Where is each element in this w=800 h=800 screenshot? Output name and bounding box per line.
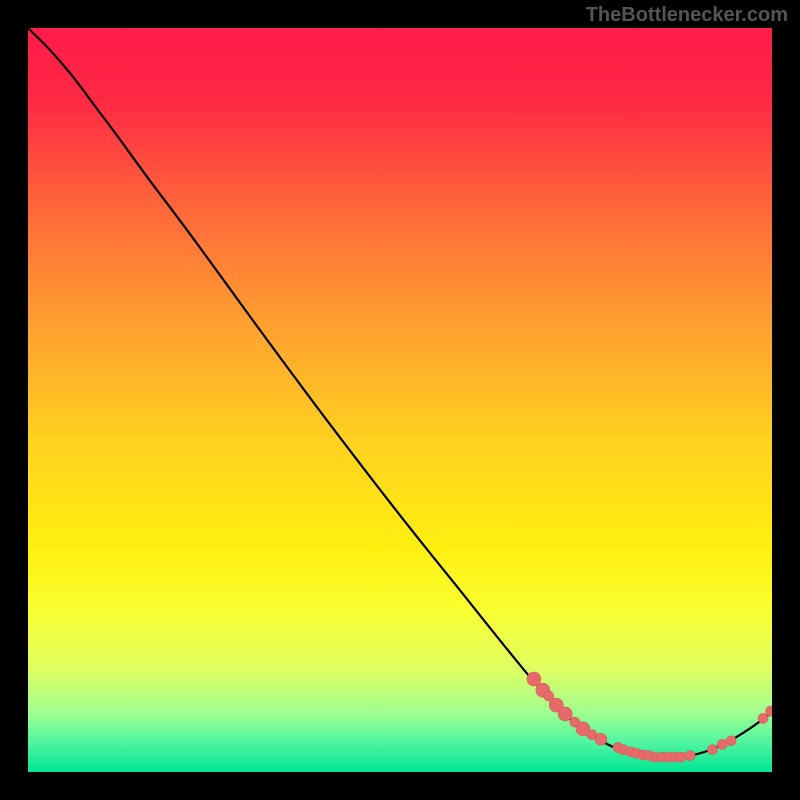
data-point-marker <box>676 752 686 762</box>
watermark-text: TheBottlenecker.com <box>586 4 788 27</box>
curve-layer <box>28 28 772 772</box>
data-point-marker <box>707 745 717 755</box>
data-point-marker <box>717 739 727 749</box>
data-point-marker <box>685 751 695 761</box>
chart-container: TheBottlenecker.com <box>0 0 800 800</box>
plot-area <box>28 28 772 772</box>
data-point-marker <box>758 713 768 723</box>
data-point-marker <box>527 672 541 686</box>
bottleneck-curve <box>28 28 772 757</box>
data-point-marker <box>595 733 607 745</box>
data-point-marker <box>726 736 736 746</box>
data-markers <box>527 672 772 762</box>
data-point-marker <box>558 707 572 721</box>
